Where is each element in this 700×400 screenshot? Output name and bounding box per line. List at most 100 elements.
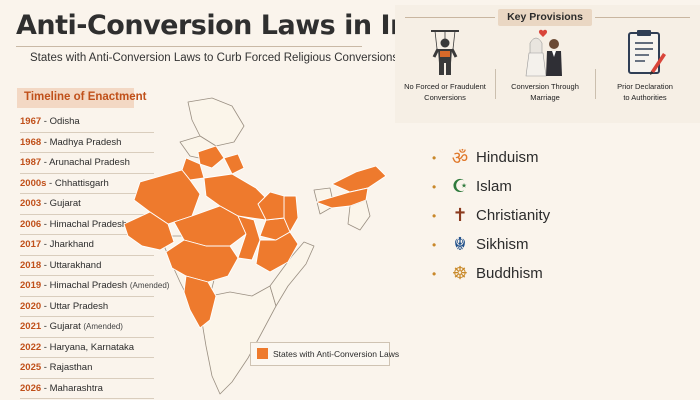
religion-item: • ☬ Sikhism <box>432 230 632 259</box>
timeline-row: 2018 - Uttarakhand <box>20 256 154 276</box>
timeline-row: 2020 - Uttar Pradesh <box>20 297 154 317</box>
bullet-dot-icon: • <box>432 237 437 252</box>
timeline-year: 2026 <box>20 382 42 394</box>
bullet-dot-icon: • <box>432 208 437 223</box>
timeline-row: 2006 - Himachal Pradesh <box>20 215 154 235</box>
timeline-state: Himachal Pradesh <box>49 280 128 291</box>
bullet-dot-icon: • <box>432 150 437 165</box>
timeline-row: 1967 - Odisha <box>20 112 154 133</box>
timeline-state: Rajasthan <box>49 362 93 373</box>
provisions-separator <box>495 69 496 99</box>
timeline-separator: - <box>41 362 50 373</box>
timeline-year: 2022 <box>20 341 42 353</box>
india-map <box>120 96 400 400</box>
religion-name: Islam <box>476 178 512 195</box>
page-subtitle: States with Anti-Conversion Laws to Curb… <box>30 52 399 64</box>
map-legend: States with Anti-Conversion Laws <box>250 342 399 366</box>
timeline-separator: - <box>41 382 50 394</box>
india-map-svg <box>123 97 387 395</box>
timeline-state: Uttarakhand <box>49 259 102 271</box>
timeline-year: 2006 <box>20 218 42 230</box>
puppet-figure-icon <box>397 27 493 77</box>
religion-item: • ☸ Buddhism <box>432 259 632 288</box>
timeline-row: 2025 - Rajasthan <box>20 358 154 379</box>
religions-list: • ॐ Hinduism • ☪ Islam • ✝ Christianity • ☬ Sikhism… <box>432 143 632 288</box>
timeline-separator: - <box>41 198 50 209</box>
timeline-state: Haryana, Karnataka <box>49 341 135 353</box>
legend-label: States with Anti-Conversion Laws <box>273 349 400 359</box>
timeline-row: 2003 - Gujarat <box>20 194 154 215</box>
cross-icon: ✝ <box>452 205 468 226</box>
provision-conversion-marriage: Conversion Through Marriage <box>497 27 593 103</box>
timeline-year: 2000s <box>20 177 47 189</box>
region-odisha <box>255 231 299 273</box>
timeline-year: 2020 <box>20 300 42 312</box>
timeline-note: (Amended) <box>129 281 170 290</box>
timeline-state: Chhattisgarh <box>54 177 109 189</box>
timeline-year: 2019 <box>20 280 42 291</box>
region-jk <box>187 97 245 147</box>
religion-name: Christianity <box>476 207 551 224</box>
timeline-heading: Timeline of Enactment <box>17 88 146 108</box>
bullet-dot-icon: • <box>432 179 437 194</box>
region-uttarakhand <box>223 153 245 175</box>
timeline-row: 2017 - Jharkhand <box>20 235 154 256</box>
provisions-rule-right <box>595 17 690 18</box>
timeline-year: 2017 <box>20 239 42 250</box>
timeline-row: 1987 - Arunachal Pradesh <box>20 153 154 174</box>
region-assam-east <box>315 187 369 209</box>
timeline-note: (Amended) <box>83 322 123 331</box>
couple-icon <box>497 27 593 77</box>
timeline-row: 2022 - Haryana, Karnataka <box>20 338 154 358</box>
timeline-year: 1987 <box>20 157 42 168</box>
provision-label-line2: Marriage <box>530 93 560 102</box>
timeline-list: 1967 - Odisha 1968 - Madhya Pradesh 1987 -… <box>20 112 169 399</box>
religion-name: Sikhism <box>476 236 529 253</box>
timeline-state: Uttar Pradesh <box>49 300 109 312</box>
timeline-state: Arunachal Pradesh <box>49 157 130 168</box>
timeline-separator: - <box>41 280 50 291</box>
timeline-year: 1968 <box>20 136 42 148</box>
timeline-separator: - <box>41 341 50 353</box>
timeline-state: Jharkhand <box>49 239 94 250</box>
provision-label-line1: Prior Declaration <box>617 82 673 91</box>
timeline-year: 2018 <box>20 259 42 271</box>
provisions-rule-left <box>405 17 495 18</box>
timeline-state: Himachal Pradesh <box>49 218 128 230</box>
provision-label-line2: to Authorities <box>623 93 667 102</box>
legend-swatch <box>257 348 268 359</box>
region-gujarat <box>123 211 175 251</box>
provisions-heading: Key Provisions <box>498 9 592 26</box>
timeline-separator: - <box>41 218 50 230</box>
timeline-separator: - <box>41 116 50 127</box>
page-title: Anti-Conversion Laws in India <box>16 10 455 41</box>
timeline-row: 2000s - Chhattisgarh <box>20 174 154 194</box>
om-icon: ॐ <box>451 147 469 169</box>
region-arunachal <box>331 165 387 193</box>
timeline-state: Odisha <box>49 116 80 127</box>
region-maharashtra <box>165 239 239 283</box>
timeline-separator: - <box>46 177 55 189</box>
provision-prior-declaration: Prior Declaration to Authorities <box>597 27 693 103</box>
timeline-state: Gujarat <box>49 198 81 209</box>
timeline-state: Madhya Pradesh <box>49 136 122 148</box>
timeline-year: 2003 <box>20 198 42 209</box>
timeline-row: 1968 - Madhya Pradesh <box>20 133 154 153</box>
bullet-dot-icon: • <box>432 266 437 281</box>
timeline-separator: - <box>41 239 50 250</box>
timeline-row: 2026 - Maharashtra <box>20 379 154 399</box>
religion-name: Buddhism <box>476 265 543 282</box>
timeline-separator: - <box>41 300 50 312</box>
timeline-year: 2025 <box>20 362 42 373</box>
provision-label-line1: No Forced or Fraudulent <box>404 82 486 91</box>
timeline-separator: - <box>41 136 50 148</box>
timeline-separator: - <box>41 259 50 271</box>
khanda-icon: ☬ <box>453 234 467 255</box>
title-divider <box>16 46 362 47</box>
provision-no-forced-conversion: No Forced or Fraudulent Conversions <box>397 27 493 103</box>
region-bihar-east <box>257 191 285 221</box>
religion-item: • ☪ Islam <box>432 172 632 201</box>
region-chhattisgarh <box>237 215 261 261</box>
provision-label-line2: Conversions <box>424 93 466 102</box>
timeline-year: 2021 <box>20 321 42 332</box>
